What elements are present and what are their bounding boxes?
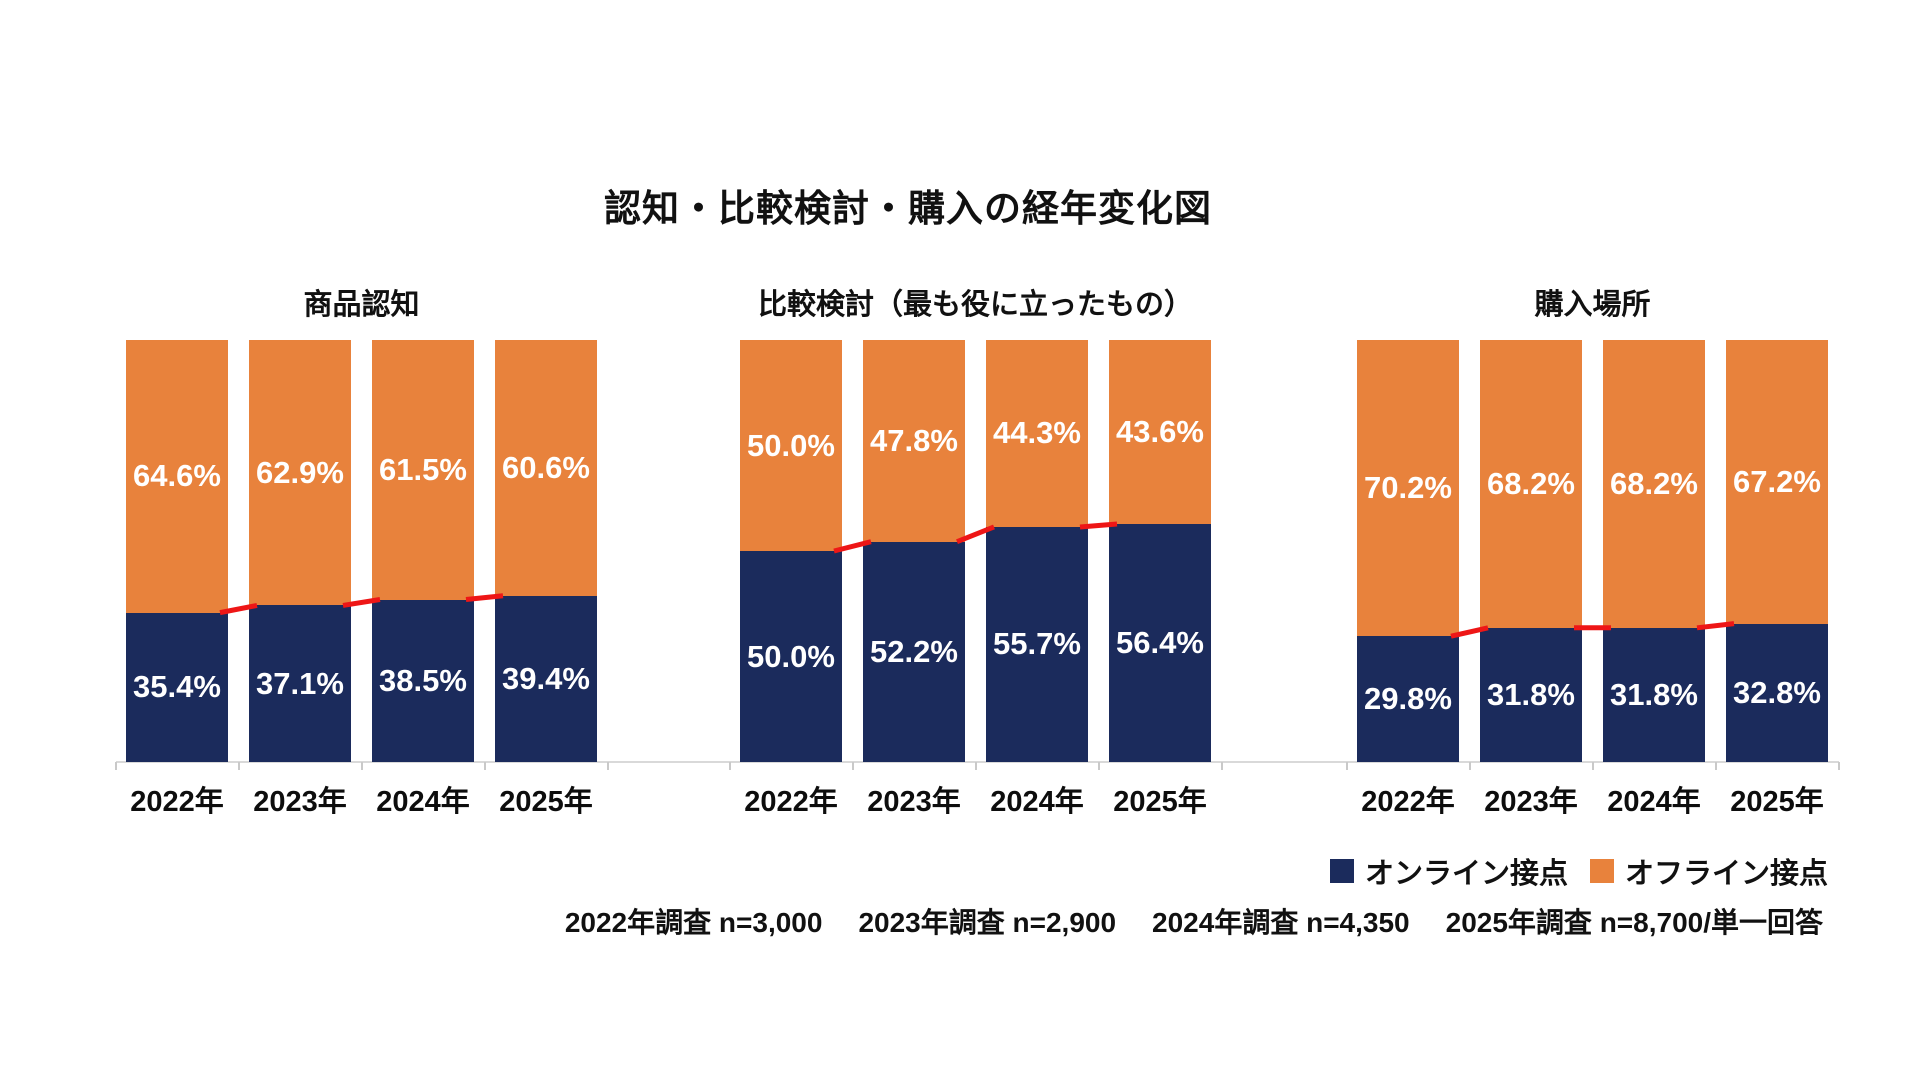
x-axis-tick [851, 762, 854, 770]
x-axis-category-label: 2022年 [744, 786, 838, 818]
x-axis-tick [1714, 762, 1717, 770]
online-value-label: 35.4% [133, 669, 221, 705]
online-value-label: 31.8% [1610, 676, 1698, 712]
online-value-label: 29.8% [1364, 681, 1452, 717]
x-axis-line [115, 761, 1839, 763]
online-value-label: 31.8% [1487, 676, 1575, 712]
bar-segment-online: 32.8% [1726, 623, 1828, 762]
footnote-2022: 2022年調査 n=3,000 [564, 907, 823, 938]
panel-title: 比較検討（最も役に立ったもの） [757, 289, 1193, 321]
x-axis-tick [728, 762, 731, 770]
footnote-2025: 2025年調査 n=8,700/単一回答 [1445, 907, 1823, 938]
bar-segment-offline: 44.3% [986, 340, 1088, 527]
offline-value-label: 68.2% [1487, 465, 1575, 501]
bar-segment-offline: 70.2% [1357, 340, 1459, 637]
x-axis-category-label: 2023年 [253, 786, 347, 818]
legend-label-online: オンライン接点 [1364, 858, 1568, 890]
offline-value-label: 50.0% [747, 427, 835, 463]
bar-segment-online: 56.4% [1109, 523, 1211, 762]
online-value-label: 55.7% [993, 626, 1081, 662]
x-axis-tick [483, 762, 486, 770]
legend-item-online: オンライン接点 [1329, 850, 1568, 892]
x-axis-tick [1591, 762, 1594, 770]
x-axis-category-label: 2023年 [867, 786, 961, 818]
online-value-label: 39.4% [502, 660, 590, 696]
x-axis-tick [1837, 762, 1840, 770]
bar-segment-offline: 67.2% [1726, 340, 1828, 624]
bar-segment-online: 29.8% [1357, 636, 1459, 762]
bar-segment-online: 39.4% [495, 595, 597, 762]
legend-item-offline: オフライン接点 [1589, 850, 1828, 892]
bar-segment-offline: 68.2% [1480, 340, 1582, 628]
bar-segment-online: 35.4% [126, 612, 228, 762]
online-value-label: 37.1% [256, 665, 344, 701]
online-value-label: 32.8% [1733, 674, 1821, 710]
x-axis-tick [1345, 762, 1348, 770]
legend-label-offline: オフライン接点 [1624, 858, 1828, 890]
x-axis-category-label: 2022年 [1361, 786, 1455, 818]
panel-title: 購入場所 [1534, 289, 1651, 321]
offline-value-label: 68.2% [1610, 465, 1698, 501]
x-axis-tick [1097, 762, 1100, 770]
offline-value-label: 70.2% [1364, 470, 1452, 506]
footnote-2024: 2024年調査 n=4,350 [1152, 907, 1410, 938]
online-value-label: 38.5% [379, 662, 467, 698]
online-swatch-icon [1329, 859, 1354, 883]
offline-value-label: 62.9% [256, 454, 344, 490]
bar-segment-online: 38.5% [372, 599, 474, 762]
bar-segment-online: 55.7% [986, 526, 1088, 762]
x-axis-tick [974, 762, 977, 770]
bar-segment-offline: 64.6% [126, 340, 228, 613]
legend: オンライン接点 オフライン接点 [1329, 850, 1828, 892]
x-axis-tick [114, 762, 117, 770]
footnote-2023: 2023年調査 n=2,900 [858, 907, 1117, 938]
offline-swatch-icon [1589, 859, 1614, 883]
offline-value-label: 67.2% [1733, 463, 1821, 499]
x-axis-category-label: 2024年 [376, 786, 470, 818]
offline-value-label: 61.5% [379, 451, 467, 487]
survey-footnote: 2022年調査 n=3,000 2023年調査 n=2,900 2024年調査 … [565, 901, 1823, 941]
bar-segment-online: 50.0% [740, 551, 842, 762]
offline-value-label: 43.6% [1116, 413, 1204, 449]
bar-segment-offline: 60.6% [495, 340, 597, 596]
x-axis-tick [360, 762, 363, 770]
x-axis-tick [1220, 762, 1223, 770]
bar-segment-online: 31.8% [1603, 627, 1705, 762]
offline-value-label: 47.8% [870, 422, 958, 458]
bar-segment-offline: 50.0% [740, 340, 842, 551]
x-axis-category-label: 2022年 [130, 786, 224, 818]
x-axis-category-label: 2024年 [990, 786, 1084, 818]
page-title: 認知・比較検討・購入の経年変化図 [604, 188, 1212, 229]
online-value-label: 50.0% [747, 638, 835, 674]
x-axis-category-label: 2023年 [1484, 786, 1578, 818]
bar-segment-online: 52.2% [863, 541, 965, 762]
panel-title: 商品認知 [303, 289, 420, 321]
bar-segment-online: 37.1% [249, 605, 351, 762]
bar-segment-online: 31.8% [1480, 627, 1582, 762]
bar-segment-offline: 62.9% [249, 340, 351, 606]
x-axis-category-label: 2025年 [499, 786, 593, 818]
x-axis-category-label: 2025年 [1730, 786, 1824, 818]
bar-segment-offline: 61.5% [372, 340, 474, 600]
online-value-label: 52.2% [870, 633, 958, 669]
x-axis-tick [237, 762, 240, 770]
x-axis-category-label: 2024年 [1607, 786, 1701, 818]
offline-value-label: 64.6% [133, 458, 221, 494]
online-value-label: 56.4% [1116, 624, 1204, 660]
x-axis-tick [1468, 762, 1471, 770]
bar-segment-offline: 68.2% [1603, 340, 1705, 628]
offline-value-label: 44.3% [993, 415, 1081, 451]
bar-segment-offline: 47.8% [863, 340, 965, 542]
x-axis-category-label: 2025年 [1113, 786, 1207, 818]
bar-segment-offline: 43.6% [1109, 340, 1211, 524]
x-axis-tick [606, 762, 609, 770]
offline-value-label: 60.6% [502, 449, 590, 485]
